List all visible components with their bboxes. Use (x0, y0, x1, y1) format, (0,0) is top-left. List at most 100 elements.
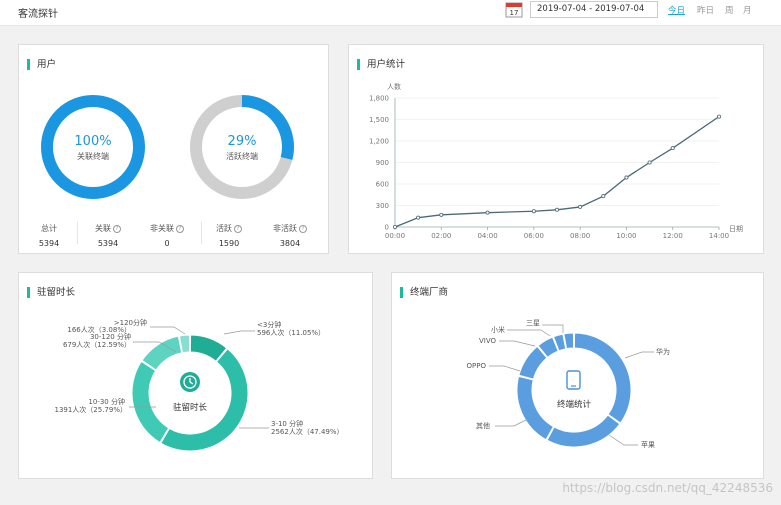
phone-icon (566, 370, 581, 390)
user-panel-title: 用户 (27, 59, 56, 70)
x-axis-label: 日期 (729, 225, 743, 233)
stat-unrelated: 非关联? 0 (141, 223, 193, 248)
y-axis-label: 人数 (387, 82, 401, 91)
y-tick-label: 1,500 (369, 116, 389, 124)
y-tick-label: 300 (376, 202, 389, 210)
dwell-label-30-120: 30-120 分钟 (90, 332, 131, 341)
x-tick-label: 06:00 (524, 232, 544, 240)
active-percent: 29% (228, 134, 257, 149)
data-point (716, 114, 721, 119)
x-tick-label: 14:00 (709, 232, 729, 240)
data-point (624, 175, 629, 180)
related-label: 关联终端 (77, 151, 109, 161)
data-point (647, 160, 652, 165)
data-point (554, 207, 559, 212)
dwell-label-10-30: 10-30 分钟 (88, 397, 125, 406)
x-tick-label: 00:00 (385, 232, 405, 240)
stat-related-label: 关联 (95, 224, 111, 233)
dwell-label-3-10: 3-10 分钟 (271, 419, 303, 428)
vendor-label-apple: 苹果 (641, 440, 655, 449)
range-today-button[interactable]: 今日 (668, 6, 686, 16)
stat-total: 总计 5394 (29, 223, 69, 248)
vendor-panel: 终端厂商 终端统计 华为 苹果 其他 OPPO VIVO 小米 三星 (391, 272, 764, 479)
active-label: 活跃终端 (226, 151, 258, 161)
dwell-donut-chart: 驻留时长 <3分钟 596人次（11.05%） 3-10 分钟 2562人次（4… (54, 318, 344, 452)
user-panel: 用户 100% 关联终端 29% 活跃终端 总计 5394 关联? 5394 非… (18, 44, 329, 254)
data-point (485, 210, 490, 215)
dwell-labels: <3分钟 596人次（11.05%） 3-10 分钟 2562人次（47.49%… (54, 318, 343, 436)
data-point (670, 146, 675, 151)
stat-active-label: 活跃 (216, 224, 232, 233)
stat-unrelated-value: 0 (164, 239, 170, 248)
user-rings: 100% 关联终端 29% 活跃终端 (41, 95, 294, 199)
help-icon[interactable]: ? (113, 225, 121, 233)
user-stats-panel: 用户统计 人数 日期 0 300 600 900 1,200 1,500 1,800 00:0… (348, 44, 764, 254)
related-terminal-ring: 100% 关联终端 (41, 95, 145, 199)
y-tick-label: 1,800 (369, 95, 389, 103)
data-point (531, 209, 536, 214)
vendor-label-huawei: 华为 (656, 347, 670, 356)
data-point (416, 215, 421, 220)
stat-unrelated-label: 非关联 (150, 224, 174, 233)
stat-total-value: 5394 (38, 239, 60, 248)
x-tick-label: 12:00 (663, 232, 683, 240)
user-stats-title: 用户统计 (357, 59, 405, 70)
x-tick-label: 02:00 (431, 232, 451, 240)
data-point (393, 224, 398, 229)
date-range-input[interactable]: 2019-07-04 - 2019-07-04 (530, 1, 658, 18)
dwell-detail-gt120: 166人次（3.08%） (67, 325, 131, 334)
dwell-detail-30-120: 679人次（12.59%） (63, 340, 131, 349)
stat-active: 活跃? 1590 (205, 223, 253, 248)
vendor-label-vivo: VIVO (479, 337, 497, 345)
vendor-label-xiaomi: 小米 (491, 325, 505, 334)
help-icon[interactable]: ? (234, 225, 242, 233)
vendor-center-label: 终端统计 (557, 399, 592, 410)
x-tick-label: 04:00 (477, 232, 497, 240)
data-point (601, 194, 606, 199)
data-point (578, 204, 583, 209)
dwell-detail-3-10: 2562人次（47.49%） (271, 427, 344, 436)
stat-total-label: 总计 (41, 224, 57, 233)
dwell-center-label: 驻留时长 (173, 402, 208, 413)
stat-active-value: 1590 (218, 239, 240, 248)
stat-related: 关联? 5394 (85, 223, 131, 248)
user-stats-line-chart: 人数 日期 0 300 600 900 1,200 1,500 1,800 00:00 02:0… (369, 82, 743, 240)
calendar-day: 17 (510, 9, 519, 17)
app-title: 客流探针 (18, 9, 58, 20)
y-tick-label: 600 (376, 181, 389, 189)
stat-inactive-label: 非活跃 (273, 224, 297, 233)
stat-inactive-value: 3804 (279, 239, 301, 248)
related-ring-arc (41, 95, 145, 199)
vendor-donut-chart: 终端统计 华为 苹果 其他 OPPO VIVO 小米 三星 (467, 319, 670, 449)
x-tick-label: 08:00 (570, 232, 590, 240)
y-tick-label: 900 (376, 159, 389, 167)
dwell-label-gt120: >120分钟 (114, 318, 147, 327)
stat-related-value: 5394 (97, 239, 119, 248)
calendar-icon[interactable]: 17 (505, 1, 523, 18)
dwell-detail-10-30: 1391人次（25.79%） (54, 405, 127, 414)
dwell-detail-lt3: 596人次（11.05%） (257, 328, 325, 337)
help-icon[interactable]: ? (299, 225, 307, 233)
vendor-label-other: 其他 (476, 421, 490, 430)
range-week-button[interactable]: 周 (725, 6, 734, 16)
vendor-label-samsung: 三星 (526, 319, 540, 327)
series-line (394, 116, 720, 228)
range-yesterday-button[interactable]: 昨日 (697, 6, 715, 16)
active-ring-arc (241, 95, 294, 160)
vendor-labels: 华为 苹果 其他 OPPO VIVO 小米 三星 (467, 319, 670, 449)
related-percent: 100% (74, 134, 111, 149)
stat-inactive: 非活跃? 3804 (261, 223, 319, 248)
range-month-button[interactable]: 月 (743, 6, 752, 16)
vendor-label-oppo: OPPO (467, 362, 487, 370)
clock-icon (180, 372, 200, 392)
y-tick-label: 1,200 (369, 138, 389, 146)
dwell-label-lt3: <3分钟 (257, 320, 281, 329)
watermark: https://blog.csdn.net/qq_42248536 (562, 481, 773, 495)
help-icon[interactable]: ? (176, 225, 184, 233)
active-terminal-ring: 29% 活跃终端 (190, 95, 294, 199)
data-point (439, 212, 444, 217)
x-tick-label: 10:00 (616, 232, 636, 240)
top-bar: 客流探针 17 2019-07-04 - 2019-07-04 今日 昨日 周 … (0, 0, 781, 26)
y-tick-label: 0 (385, 224, 389, 232)
vendor-title: 终端厂商 (400, 287, 448, 298)
